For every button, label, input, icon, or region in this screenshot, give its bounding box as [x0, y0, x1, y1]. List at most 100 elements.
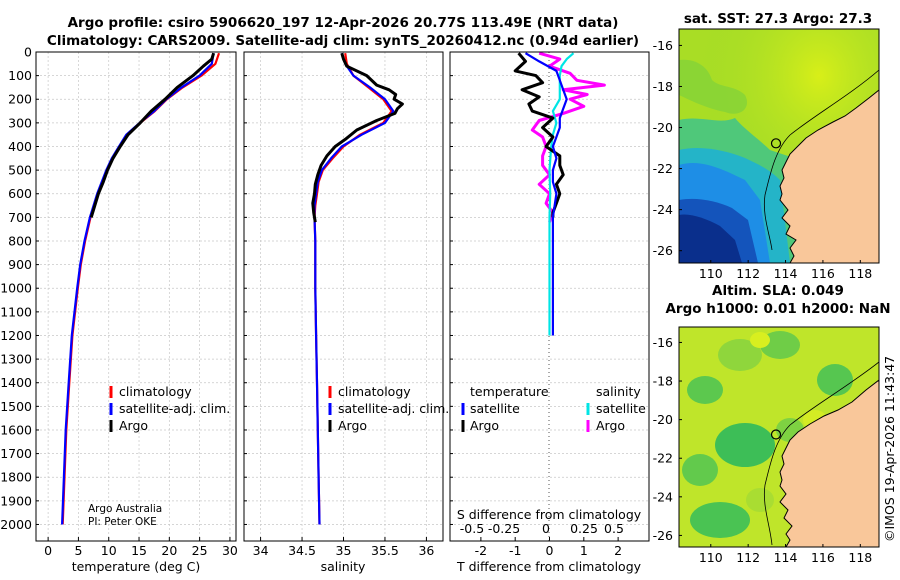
x-tick-label: 10 — [101, 543, 117, 558]
t-difference-tick-labels: -2 -1 0 1 2 — [475, 543, 622, 558]
series-line-argo — [89, 52, 216, 218]
watermark: ©IMOS 19-Apr-2026 11:43:47 — [882, 356, 897, 542]
x-tick-label: 30 — [222, 543, 238, 558]
sla-map-lat-ticks: -16 -18 -20 -22 -24 -26 — [653, 335, 682, 543]
temperature-axis-label: temperature (deg C) — [72, 559, 201, 574]
lon-tick-label: 110 — [699, 266, 723, 281]
lon-tick-label: 114 — [774, 550, 798, 565]
x-tick-label: 35.5 — [371, 543, 399, 558]
lon-tick-label: 112 — [736, 266, 760, 281]
salinity-axes-box — [243, 51, 444, 542]
difference-lines — [513, 52, 606, 336]
lat-tick-label: -26 — [653, 528, 673, 543]
depth-tick-label: 1600 — [0, 422, 32, 437]
sst-map-isobath — [763, 69, 879, 251]
depth-tick-label: 1100 — [0, 304, 32, 319]
temperature-legend: climatology satellite-adj. clim. Argo — [109, 384, 230, 433]
sla-map-frame — [678, 326, 880, 548]
sst-map-field — [679, 29, 879, 263]
series-line-satellite-adj-clim- — [313, 52, 395, 525]
lat-tick-label: -26 — [653, 243, 673, 258]
lat-tick-label: -16 — [653, 38, 673, 53]
legend-label-s-argo: Argo — [596, 418, 625, 433]
legend-label-s-satellite: satellite — [596, 401, 646, 416]
x-tick-label: 34 — [253, 543, 269, 558]
figure-title-line2: Climatology: CARS2009. Satellite-adj cli… — [47, 33, 639, 49]
difference-legend: temperature salinity satellite Argo sate… — [461, 384, 646, 433]
salinity-grid — [244, 51, 443, 541]
x-tick-label: -2 — [475, 543, 487, 558]
salinity-lines — [311, 52, 404, 525]
s-tick-label: -0.5 — [460, 521, 484, 536]
s-tick-label: 0 — [542, 521, 550, 536]
x-tick-label: 0 — [546, 543, 554, 558]
depth-tick-label: 500 — [8, 163, 32, 178]
lat-tick-label: -22 — [653, 161, 673, 176]
x-tick-label: 36 — [418, 543, 434, 558]
depth-tick-label: 1000 — [0, 281, 32, 296]
temperature-lines — [61, 52, 221, 525]
legend-title-salinity: salinity — [596, 384, 641, 399]
depth-tick-label: 1300 — [0, 352, 32, 367]
depth-tick-label: 1900 — [0, 493, 32, 508]
series-line-temperature-argo — [513, 52, 565, 218]
salinity-panel: 34 34.5 35 35.5 36 salinity climatology sate… — [243, 51, 449, 574]
sst-map-title: sat. SST: 27.3 Argo: 27.3 — [684, 11, 872, 27]
x-tick-label: 0 — [44, 543, 52, 558]
salinity-legend: climatology satellite-adj. clim. Argo — [328, 384, 449, 433]
sla-map-land — [779, 379, 879, 547]
depth-tick-label: 1500 — [0, 399, 32, 414]
depth-tick-label: 600 — [8, 186, 32, 201]
legend-label-satellite: satellite-adj. clim. — [338, 401, 449, 416]
sst-map-lat-ticks: -16 -18 -20 -22 -24 -26 — [653, 38, 682, 258]
x-tick-label: 20 — [161, 543, 177, 558]
sla-map-lon-ticks: 110 112 114 116 118 — [699, 544, 872, 565]
series-line-argo — [311, 52, 404, 223]
depth-tick-labels: 0 100 200 300 400 500 600 700 800 900 1000 1100 1200… — [0, 45, 32, 532]
salinity-tick-labels: 34 34.5 35 35.5 36 — [253, 543, 435, 558]
legend-label-climatology: climatology — [338, 384, 411, 399]
sst-map-frame — [678, 28, 880, 264]
sla-map-float-marker — [770, 429, 782, 440]
sla-map-title-line1: Altim. SLA: 0.049 — [712, 283, 844, 299]
lat-tick-label: -18 — [653, 79, 673, 94]
sst-map-lon-ticks: 110 112 114 116 118 — [699, 260, 872, 281]
depth-tick-label: 1700 — [0, 446, 32, 461]
legend-label-t-argo: Argo — [470, 418, 499, 433]
lat-tick-label: -20 — [653, 412, 673, 427]
depth-tick-label: 200 — [8, 92, 32, 107]
lon-tick-label: 114 — [774, 266, 798, 281]
lon-tick-label: 118 — [848, 266, 872, 281]
legend-label-argo: Argo — [119, 418, 148, 433]
lat-tick-label: -18 — [653, 374, 673, 389]
x-tick-label: 15 — [131, 543, 147, 558]
lon-tick-label: 110 — [699, 550, 723, 565]
lon-tick-label: 118 — [848, 550, 872, 565]
s-tick-label: 0.5 — [604, 521, 624, 536]
figure-title-line1: Argo profile: csiro 5906620_197 12-Apr-2… — [68, 15, 619, 31]
x-tick-label: 2 — [614, 543, 622, 558]
depth-tick-label: 2000 — [0, 517, 32, 532]
depth-tick-label: 1200 — [0, 328, 32, 343]
series-line-temperature-satellite — [524, 52, 568, 336]
temperature-axes-box — [35, 51, 237, 542]
s-tick-label: 0.25 — [570, 521, 598, 536]
legend-label-satellite: satellite-adj. clim. — [119, 401, 230, 416]
credit-line2: PI: Peter OKE — [88, 516, 157, 528]
difference-grid — [450, 51, 649, 541]
difference-axes-box — [449, 51, 650, 542]
credit-line1: Argo Australia — [88, 503, 162, 515]
legend-label-climatology: climatology — [119, 384, 192, 399]
lon-tick-label: 116 — [811, 266, 835, 281]
depth-tick-label: 900 — [8, 257, 32, 272]
sst-map-float-marker — [770, 138, 782, 149]
depth-tick-label: 800 — [8, 233, 32, 248]
sla-map-isobath — [763, 361, 879, 546]
legend-title-temperature: temperature — [470, 384, 549, 399]
depth-tick-label: 400 — [8, 139, 32, 154]
lat-tick-label: -24 — [653, 489, 673, 504]
depth-tick-label: 1800 — [0, 470, 32, 485]
legend-label-t-satellite: satellite — [470, 401, 520, 416]
sst-map: sat. SST: 27.3 Argo: 27.3 -16 -18 -20 -22 -2… — [653, 11, 880, 281]
sla-map: Altim. SLA: 0.049 Argo h1000: 0.01 h2000… — [653, 283, 891, 565]
